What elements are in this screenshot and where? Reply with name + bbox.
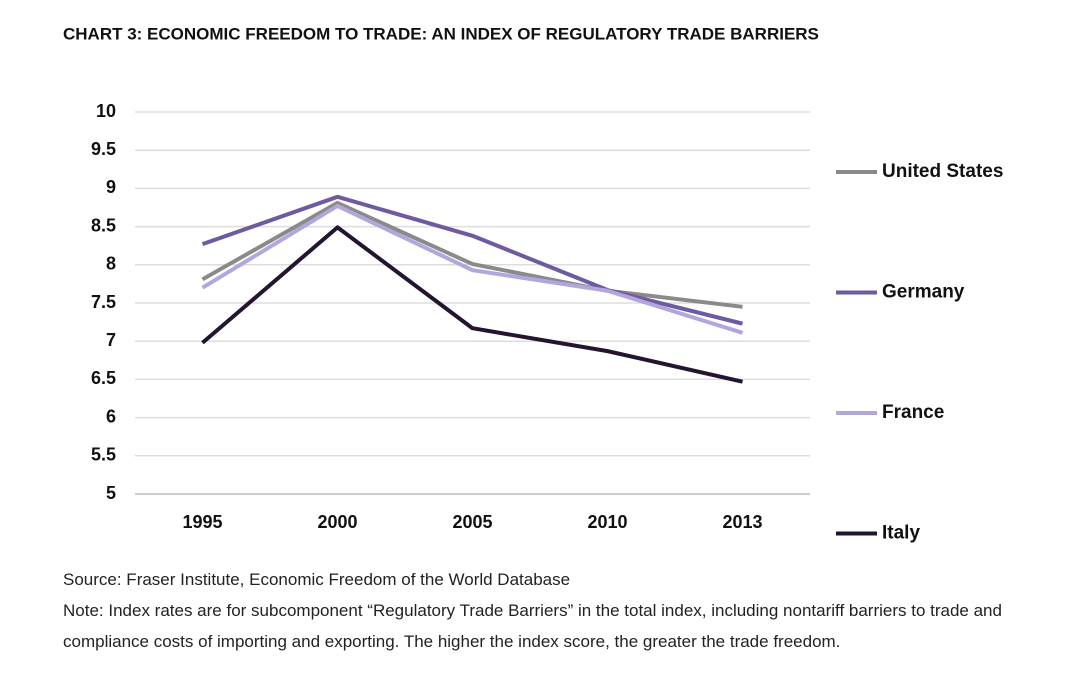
- legend-label: France: [882, 402, 944, 423]
- x-tick-label: 2000: [317, 512, 357, 532]
- y-tick-label: 6: [106, 406, 116, 426]
- y-tick-label: 5.5: [91, 445, 116, 465]
- y-tick-label: 10: [96, 101, 116, 121]
- source: Source: Fraser Institute, Economic Freed…: [63, 570, 571, 589]
- y-tick-label: 9: [106, 177, 116, 197]
- legend-label: Germany: [882, 282, 965, 303]
- x-tick-label: 1995: [182, 512, 222, 532]
- y-tick-label: 6.5: [91, 368, 116, 388]
- series-line: [201, 194, 743, 326]
- series-line: [201, 200, 743, 309]
- chart: CHART 3: ECONOMIC FREEDOM TO TRADE: AN I…: [63, 24, 1003, 544]
- x-tick-label: 2010: [587, 512, 627, 532]
- x-tick-label: 2013: [722, 512, 762, 532]
- y-tick-label: 7.5: [91, 292, 116, 312]
- y-tick-label: 9.5: [91, 139, 116, 159]
- legend-label: Italy: [882, 523, 920, 544]
- y-tick-label: 7: [106, 330, 116, 350]
- y-tick-label: 8.5: [91, 215, 116, 235]
- x-tick-label: 2005: [452, 512, 492, 532]
- y-tick-label: 5: [106, 483, 116, 503]
- series-line: [201, 225, 743, 384]
- chart-title: CHART 3: ECONOMIC FREEDOM TO TRADE: AN I…: [63, 24, 819, 43]
- legend-label: United States: [882, 161, 1003, 182]
- series-line: [201, 203, 744, 335]
- y-tick-label: 8: [106, 254, 116, 274]
- note: Note: Index rates are for subcomponent “…: [63, 601, 1002, 651]
